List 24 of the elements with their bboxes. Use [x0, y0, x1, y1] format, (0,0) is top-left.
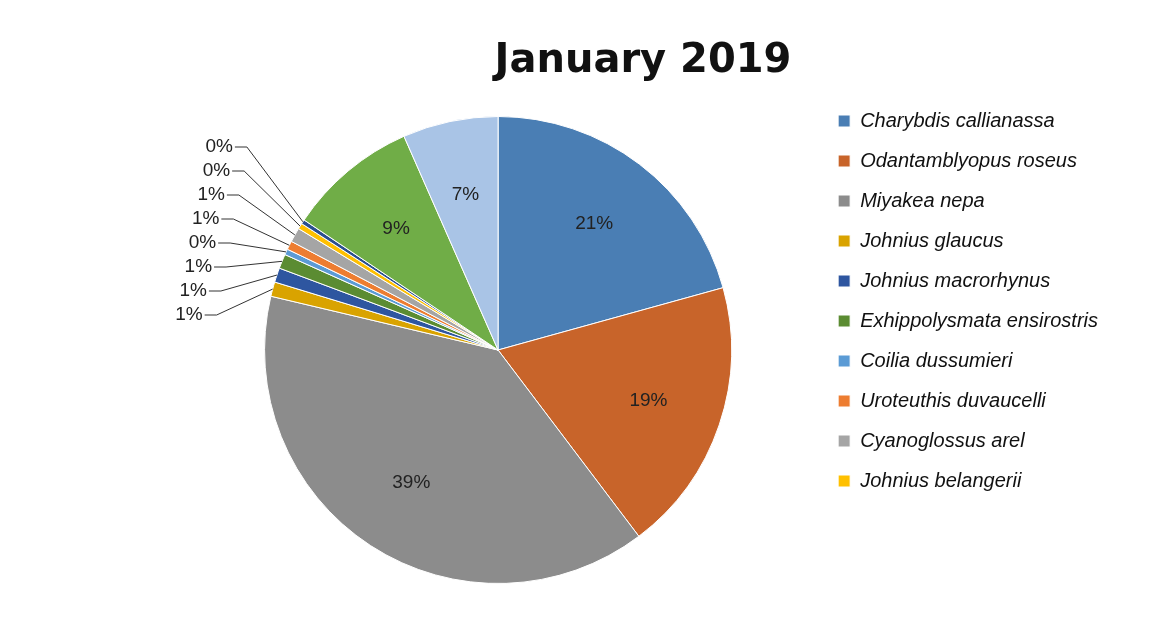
data-label: 1%: [179, 279, 208, 301]
legend-label: Miyakea nepa: [860, 188, 985, 211]
legend-label: Odantamblyopus roseus: [860, 148, 1077, 171]
chart-title: January 2019: [491, 35, 792, 82]
data-label: 21%: [575, 211, 614, 233]
legend-label: Exhippolysmata ensirostris: [860, 308, 1098, 331]
data-label: 1%: [191, 207, 220, 229]
data-label: 1%: [197, 183, 225, 205]
legend-label: Johnius macrorhynus: [859, 268, 1051, 291]
data-label: 0%: [202, 159, 231, 181]
data-label: 7%: [451, 182, 480, 204]
legend-label: Charybdis callianassa: [860, 108, 1055, 131]
data-label: 39%: [392, 471, 431, 493]
data-label: 19%: [629, 389, 668, 411]
legend-label: Uroteuthis duvaucelli: [860, 388, 1047, 411]
data-label: 1%: [184, 255, 213, 277]
legend-label: Johnius glaucus: [859, 228, 1004, 251]
legend-label: Cyanoglossus arel: [860, 428, 1026, 451]
legend-label: Coilia dussumieri: [860, 348, 1013, 371]
data-label: 0%: [188, 231, 217, 253]
legend-label: Johnius belangerii: [859, 468, 1022, 491]
data-label: 0%: [205, 135, 233, 157]
data-label: 1%: [175, 303, 203, 325]
data-label: 9%: [382, 216, 410, 238]
